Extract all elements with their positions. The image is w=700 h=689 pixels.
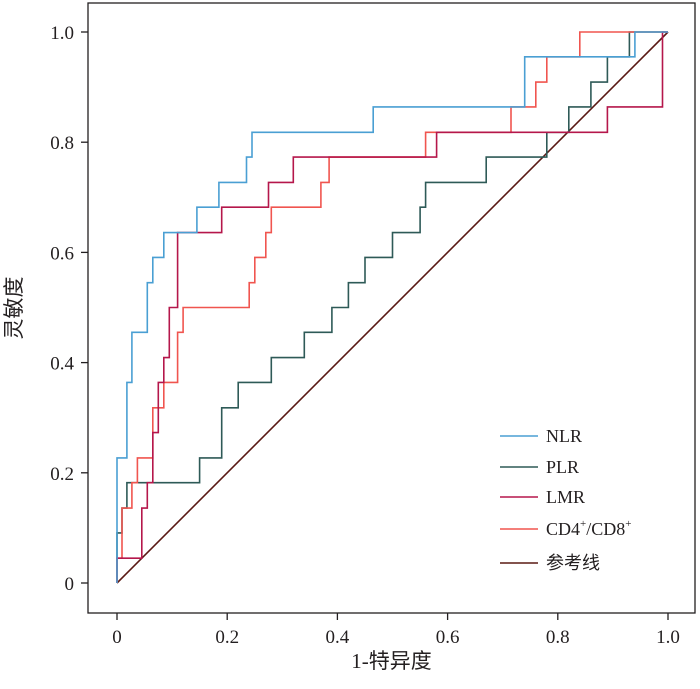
y-tick-label: 1.0 [50, 23, 74, 44]
y-axis-ticks: 0 0.2 0.4 0.6 0.8 1.0 [50, 23, 88, 595]
y-tick-label: 0.8 [50, 133, 74, 154]
roc-curves [116, 31, 669, 584]
x-tick-label: 0.4 [326, 627, 350, 648]
legend-label-nlr: NLR [546, 426, 582, 446]
y-tick-label: 0 [65, 574, 75, 595]
x-tick-label: 0.2 [215, 627, 239, 648]
legend-label-reference: 参考线 [546, 553, 600, 573]
series-line-plr [116, 31, 668, 583]
legend-label-lmr: LMR [546, 487, 585, 507]
x-tick-label: 0.6 [436, 627, 460, 648]
series-line-reference [116, 31, 669, 584]
x-tick-label: 0.8 [546, 627, 570, 648]
series-line-cd4-cd8 [116, 31, 668, 583]
legend-label-plr: PLR [546, 457, 579, 477]
series-line-nlr [116, 31, 668, 583]
y-tick-label: 0.2 [50, 464, 74, 485]
y-tick-label: 0.4 [50, 354, 74, 375]
plot-frame [87, 2, 696, 614]
x-tick-label: 1.0 [656, 627, 680, 648]
x-axis-ticks: 0 0.2 0.4 0.6 0.8 1.0 [112, 613, 680, 648]
legend-label-cd4-cd8: CD4+/CD8+ [546, 518, 631, 539]
y-tick-label: 0.6 [50, 243, 74, 264]
x-tick-label: 0 [112, 627, 122, 648]
legend: NLR PLR LMR CD4+/CD8+ 参考线 [500, 426, 631, 573]
x-axis-label: 1-特异度 [351, 649, 432, 673]
y-axis-label: 灵敏度 [2, 277, 26, 340]
series-line-lmr [116, 31, 668, 583]
